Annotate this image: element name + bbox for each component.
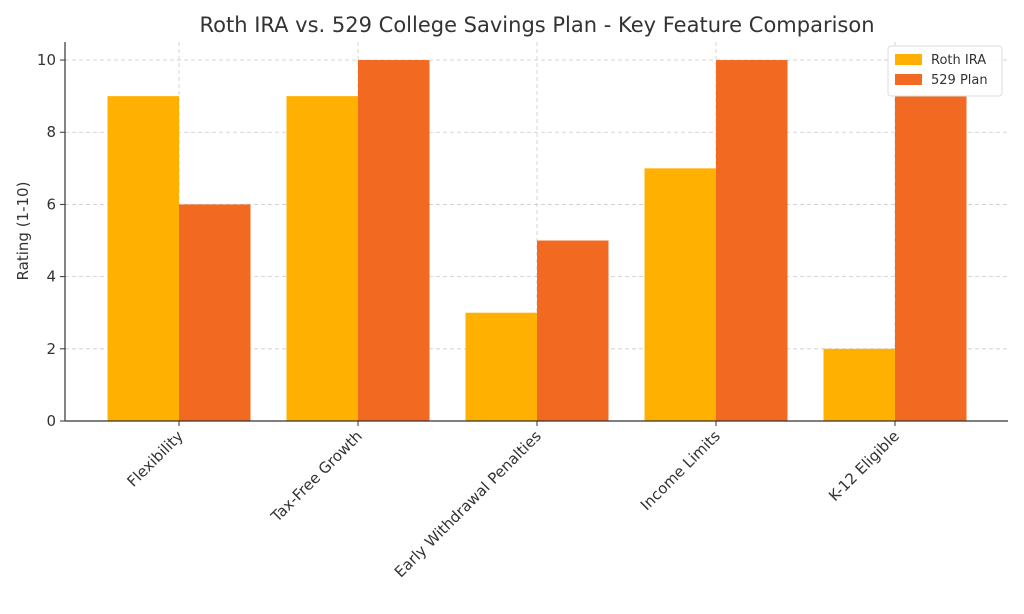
y-tick-label: 4 bbox=[46, 268, 56, 286]
y-tick-label: 6 bbox=[46, 195, 56, 213]
y-tick-label: 2 bbox=[46, 340, 56, 358]
legend-swatch bbox=[895, 54, 922, 65]
bar-529-plan bbox=[895, 96, 967, 422]
bar-529-plan bbox=[716, 60, 788, 422]
x-tick-label: K-12 Eligible bbox=[825, 427, 903, 505]
bar-roth-ira bbox=[107, 96, 179, 422]
bar-529-plan bbox=[537, 240, 609, 421]
bars bbox=[107, 60, 967, 422]
bar-roth-ira bbox=[823, 348, 895, 421]
legend: Roth IRA 529 Plan bbox=[887, 45, 1003, 97]
x-tick-label: Tax-Free Growth bbox=[267, 427, 366, 526]
legend-swatch bbox=[895, 74, 922, 85]
y-tick-label: 8 bbox=[46, 123, 56, 141]
bar-529-plan bbox=[179, 204, 251, 421]
y-tick-label: 10 bbox=[37, 51, 56, 69]
bar-roth-ira bbox=[644, 168, 716, 421]
bar-529-plan bbox=[358, 60, 430, 422]
bar-roth-ira bbox=[286, 96, 358, 422]
chart-title: Roth IRA vs. 529 College Savings Plan - … bbox=[199, 13, 874, 37]
legend-label: Roth IRA bbox=[931, 53, 986, 68]
bar-roth-ira bbox=[465, 312, 537, 421]
x-tick-label: Flexibility bbox=[123, 427, 186, 490]
legend-label: 529 Plan bbox=[931, 73, 988, 88]
y-tick-label: 0 bbox=[46, 412, 56, 430]
x-tick-label: Income Limits bbox=[637, 427, 724, 514]
x-tick-label: Early Withdrawal Penalties bbox=[391, 427, 545, 581]
y-axis-label: Rating (1-10) bbox=[14, 182, 32, 281]
